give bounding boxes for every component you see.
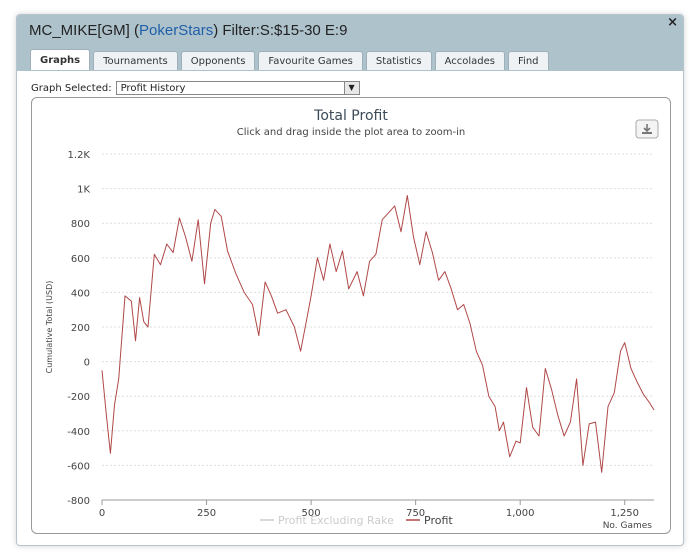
tab-favourite-games[interactable]: Favourite Games	[258, 51, 363, 70]
tab-graphs[interactable]: Graphs	[30, 49, 91, 70]
legend-label: Profit Excluding Rake	[278, 514, 394, 527]
chart-title: Total Profit	[313, 108, 388, 124]
x-tick-label: 500	[302, 508, 321, 519]
y-axis-label: Cumulative Total (USD)	[45, 281, 54, 374]
y-axis: -800 -600 -400 -200 0 200 400 600 800 1K 1.2K	[67, 150, 90, 507]
x-tick-label: 1,000	[506, 508, 535, 519]
download-icon	[642, 124, 652, 134]
y-tick-label: -800	[67, 496, 90, 507]
y-tick-label: -600	[67, 461, 90, 472]
tab-tournaments[interactable]: Tournaments	[93, 51, 178, 70]
y-tick-label: 400	[71, 288, 90, 299]
grid	[102, 153, 654, 501]
graph-selector-row: Graph Selected: Profit History ▼	[31, 81, 360, 95]
profit-series-line	[101, 195, 655, 473]
y-tick-label: 0	[84, 358, 90, 369]
profit-chart[interactable]: Total Profit Click and drag inside the p…	[32, 98, 670, 533]
series-layer	[101, 195, 655, 473]
x-tick-label: 1,250	[610, 508, 639, 519]
titlebar: MC_MIKE[GM] (PokerStars) Filter:S:$15-30…	[17, 15, 683, 71]
chart-subtitle: Click and drag inside the plot area to z…	[237, 127, 465, 138]
y-tick-label: -400	[67, 427, 90, 438]
export-button[interactable]	[635, 119, 659, 139]
chevron-down-icon[interactable]: ▼	[343, 82, 359, 94]
y-tick-label: 1K	[77, 185, 90, 196]
legend: Profit Excluding Rake Profit	[260, 514, 453, 527]
x-axis: 0 250 500 750 1,000 1,250	[99, 499, 654, 519]
y-tick-label: -200	[67, 392, 90, 403]
stats-window: MC_MIKE[GM] (PokerStars) Filter:S:$15-30…	[16, 14, 684, 546]
tab-statistics[interactable]: Statistics	[365, 51, 432, 70]
tab-bar: Graphs Tournaments Opponents Favourite G…	[30, 49, 549, 70]
y-tick-label: 200	[71, 323, 90, 334]
close-icon[interactable]: ×	[667, 15, 678, 30]
y-tick-label: 600	[71, 254, 90, 265]
graph-selector-label: Graph Selected:	[31, 82, 112, 94]
x-tick-label: 250	[197, 508, 216, 519]
tab-accolades[interactable]: Accolades	[434, 51, 506, 70]
y-tick-label: 1.2K	[68, 150, 91, 161]
x-tick-label: 750	[406, 508, 425, 519]
window-title: MC_MIKE[GM] (PokerStars) Filter:S:$15-30…	[29, 22, 348, 39]
graph-select-dropdown[interactable]: Profit History ▼	[115, 81, 360, 95]
x-tick-label: 0	[99, 508, 105, 519]
y-tick-label: 800	[71, 219, 90, 230]
tab-find[interactable]: Find	[508, 51, 549, 70]
site-name: PokerStars	[139, 22, 214, 39]
chart-container: Total Profit Click and drag inside the p…	[31, 97, 671, 534]
legend-label: Profit	[424, 514, 453, 527]
graph-select-value: Profit History	[120, 83, 186, 94]
x-axis-label: No. Games	[603, 521, 653, 531]
tab-opponents[interactable]: Opponents	[180, 51, 256, 70]
